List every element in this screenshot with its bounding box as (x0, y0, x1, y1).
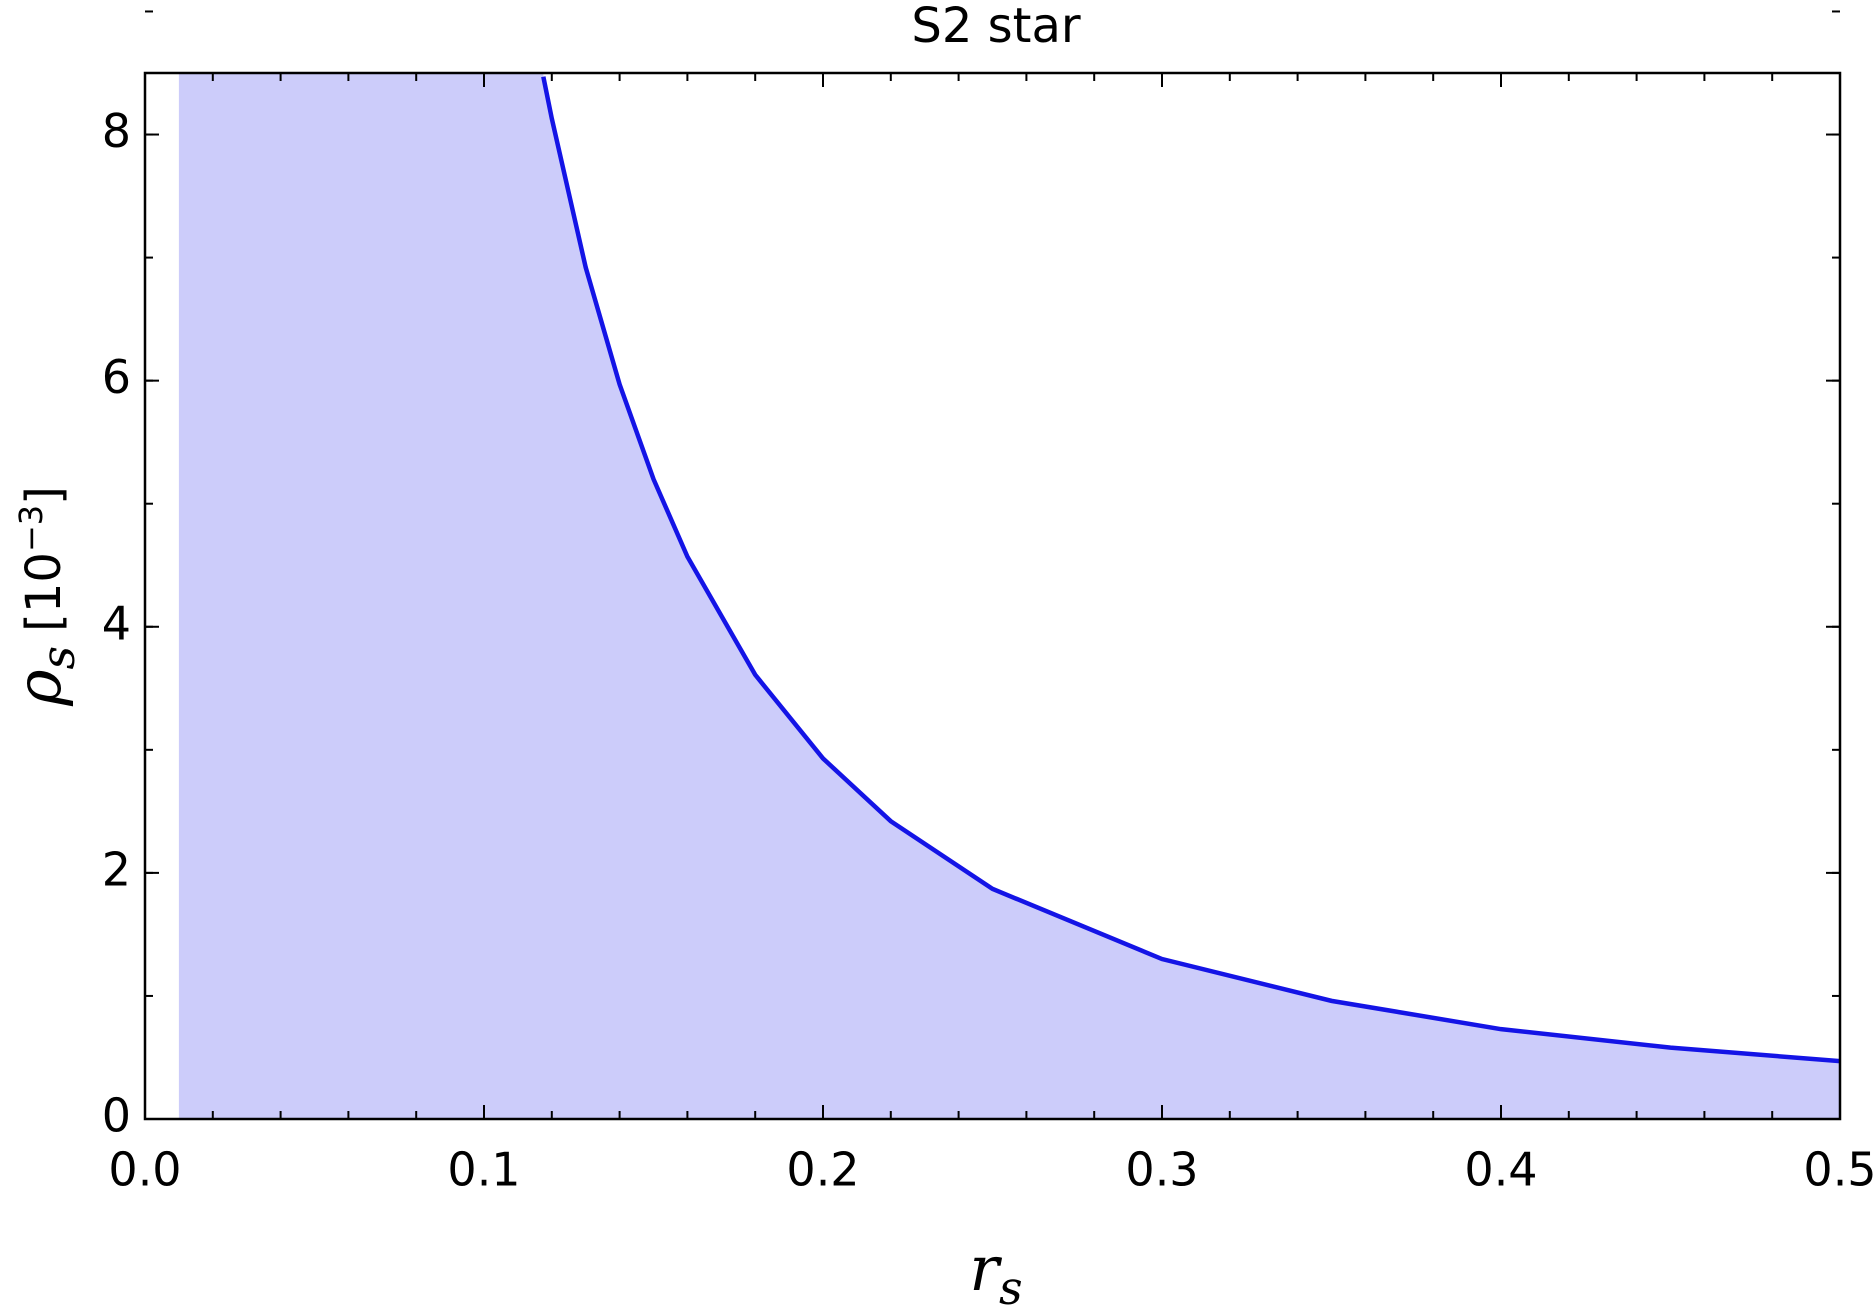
plot-frame (143, 71, 1842, 1121)
x-tick-label: 0.0 (108, 1143, 181, 1197)
x-tick-label: 0.4 (1464, 1143, 1537, 1197)
y-tick-label: 4 (102, 596, 131, 650)
x-tick-label: 0.2 (786, 1143, 859, 1197)
y-label-exponent: −3 (12, 505, 50, 552)
y-label-symbol: ρ (2, 669, 75, 706)
x-tick-label: 0.3 (1125, 1143, 1198, 1197)
x-tick-label: 0.5 (1803, 1143, 1875, 1197)
chart-title: S2 star (911, 0, 1081, 54)
y-tick-label: 2 (102, 842, 131, 896)
y-tick-label: 8 (102, 104, 131, 158)
y-label-close: ] (16, 486, 72, 505)
y-axis-label: ρs [10−3] (2, 486, 85, 707)
y-tick-label: 0 (102, 1089, 131, 1143)
y-label-unit: [10 (16, 552, 72, 632)
shaded-region (178, 73, 1840, 1119)
x-label-subscript: s (999, 1261, 1023, 1311)
x-label-symbol: r (969, 1232, 1002, 1305)
y-label-subscript: s (31, 646, 85, 670)
x-axis-label: rs (969, 1232, 1022, 1311)
y-tick-label: 6 (102, 350, 131, 404)
x-tick-label: 0.1 (447, 1143, 520, 1197)
curve (541, 76, 1840, 1064)
